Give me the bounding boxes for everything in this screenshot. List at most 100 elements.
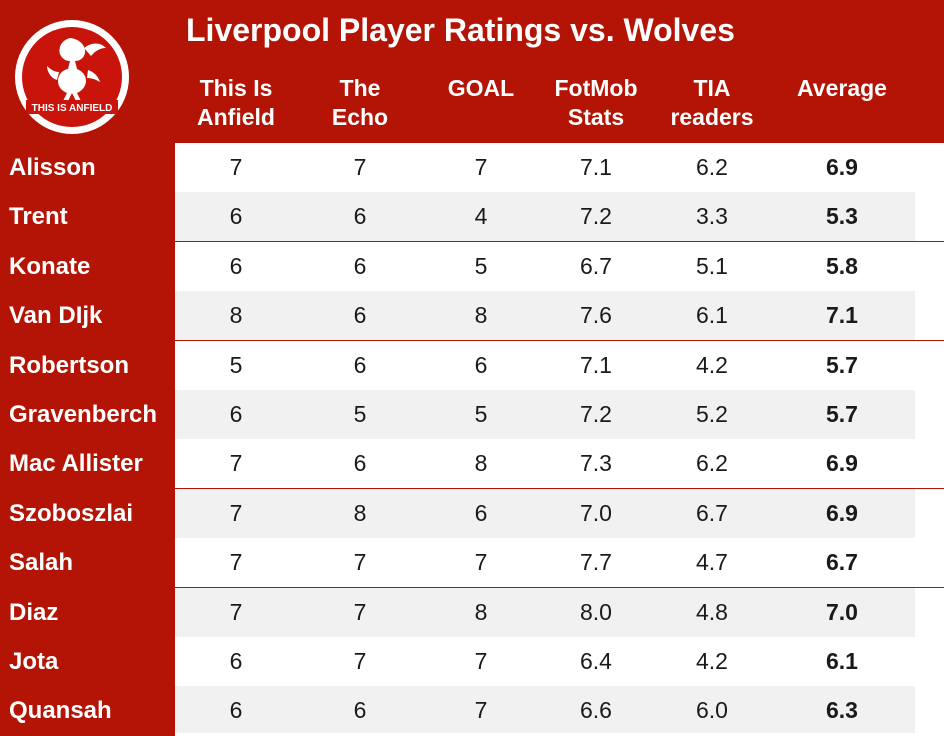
rating-cells: 7 7 8 8.0 4.8 7.0 xyxy=(175,588,915,637)
column-header-average: Average xyxy=(782,74,902,103)
rating-cells: 8 6 8 7.6 6.1 7.1 xyxy=(175,291,915,340)
rating-cell: 8 xyxy=(474,450,488,476)
ratings-table: Alisson 7 7 7 7.1 6.2 6.9 Trent 6 6 4 7.2 3.3 5.3 Kona… xyxy=(0,143,944,736)
rating-cell: 7.1 xyxy=(580,352,612,378)
column-header-label: The Echo xyxy=(331,75,389,130)
player-name: Salah xyxy=(0,538,175,587)
rating-cell: 6 xyxy=(353,302,367,328)
column-header-the-echo: The Echo xyxy=(300,74,420,132)
table-row: Trent 6 6 4 7.2 3.3 5.3 xyxy=(0,192,944,241)
average-rating-cell: 5.8 xyxy=(826,253,858,279)
column-header-label: GOAL xyxy=(447,75,515,101)
liver-bird-icon: THIS IS ANFIELD xyxy=(15,20,129,134)
row-tail xyxy=(915,341,944,390)
column-header-label: This Is Anfield xyxy=(197,75,275,130)
rating-cells: 7 8 6 7.0 6.7 6.9 xyxy=(175,489,915,538)
player-name: Robertson xyxy=(0,341,175,390)
rating-cell: 8.0 xyxy=(580,599,612,625)
column-header-label: Average xyxy=(797,75,887,101)
rating-cell: 8 xyxy=(229,302,243,328)
table-row: Konate 6 6 5 6.7 5.1 5.8 xyxy=(0,242,944,291)
column-header-label: FotMob Stats xyxy=(554,75,638,130)
rating-cell: 7 xyxy=(353,599,367,625)
rating-cell: 5 xyxy=(474,253,488,279)
rating-cell: 6.2 xyxy=(696,154,728,180)
rating-cells: 6 6 4 7.2 3.3 5.3 xyxy=(175,192,915,241)
average-rating-cell: 7.1 xyxy=(826,302,858,328)
chart-title: Liverpool Player Ratings vs. Wolves xyxy=(186,12,735,48)
rating-cell: 7 xyxy=(474,697,488,723)
rating-cell: 3.3 xyxy=(696,203,728,229)
rating-cell: 6 xyxy=(353,253,367,279)
column-header-label: TIA readers xyxy=(670,75,754,130)
player-name: Alisson xyxy=(0,143,175,192)
rating-cell: 6.7 xyxy=(580,253,612,279)
rating-cell: 6 xyxy=(353,697,367,723)
rating-cell: 7.3 xyxy=(580,450,612,476)
player-name: Gravenberch xyxy=(0,390,175,439)
column-header-fotmob-stats: FotMob Stats xyxy=(536,74,656,132)
row-tail xyxy=(915,489,944,538)
rating-cell: 5 xyxy=(229,352,243,378)
rating-cell: 6 xyxy=(474,500,488,526)
rating-cells: 6 6 5 6.7 5.1 5.8 xyxy=(175,242,915,291)
this-is-anfield-logo: THIS IS ANFIELD xyxy=(12,18,132,136)
rating-cell: 4 xyxy=(474,203,488,229)
rating-cell: 5.2 xyxy=(696,401,728,427)
rating-cells: 7 6 8 7.3 6.2 6.9 xyxy=(175,439,915,488)
rating-cell: 7 xyxy=(229,599,243,625)
rating-cells: 7 7 7 7.7 4.7 6.7 xyxy=(175,538,915,587)
rating-cell: 6.2 xyxy=(696,450,728,476)
rating-cell: 7 xyxy=(474,549,488,575)
row-tail xyxy=(915,538,944,587)
logo-text: THIS IS ANFIELD xyxy=(32,103,113,114)
rating-cell: 5 xyxy=(353,401,367,427)
rating-cell: 6.7 xyxy=(696,500,728,526)
row-tail xyxy=(915,242,944,291)
rating-cell: 6.1 xyxy=(696,302,728,328)
rating-cell: 5 xyxy=(474,401,488,427)
average-rating-cell: 6.1 xyxy=(826,648,858,674)
rating-cell: 6 xyxy=(353,203,367,229)
table-row: Szoboszlai 7 8 6 7.0 6.7 6.9 xyxy=(0,489,944,538)
rating-cells: 6 5 5 7.2 5.2 5.7 xyxy=(175,390,915,439)
rating-cell: 7 xyxy=(353,549,367,575)
rating-cell: 7.1 xyxy=(580,154,612,180)
row-tail xyxy=(915,390,944,439)
rating-cell: 7 xyxy=(353,648,367,674)
column-header-tia-readers: TIA readers xyxy=(652,74,772,132)
rating-cell: 6 xyxy=(229,648,243,674)
table-row: Quansah 6 6 7 6.6 6.0 6.3 xyxy=(0,686,944,735)
rating-cell: 8 xyxy=(474,302,488,328)
rating-cell: 7 xyxy=(229,500,243,526)
table-row: Alisson 7 7 7 7.1 6.2 6.9 xyxy=(0,143,944,192)
rating-cell: 4.2 xyxy=(696,352,728,378)
player-name: Konate xyxy=(0,242,175,291)
average-rating-cell: 6.3 xyxy=(826,697,858,723)
row-tail xyxy=(915,686,944,735)
rating-cell: 7 xyxy=(229,450,243,476)
rating-cell: 6 xyxy=(229,203,243,229)
rating-cell: 4.8 xyxy=(696,599,728,625)
column-header-this-is-anfield: This Is Anfield xyxy=(176,74,296,132)
rating-cell: 7 xyxy=(474,154,488,180)
table-row: Gravenberch 6 5 5 7.2 5.2 5.7 xyxy=(0,390,944,439)
table-row: Van DIjk 8 6 8 7.6 6.1 7.1 xyxy=(0,291,944,340)
rating-cell: 7.0 xyxy=(580,500,612,526)
rating-cell: 7.2 xyxy=(580,203,612,229)
average-rating-cell: 5.7 xyxy=(826,401,858,427)
average-rating-cell: 6.9 xyxy=(826,154,858,180)
rating-cell: 7.7 xyxy=(580,549,612,575)
average-rating-cell: 6.9 xyxy=(826,500,858,526)
rating-cell: 5.1 xyxy=(696,253,728,279)
rating-cell: 6 xyxy=(229,401,243,427)
player-name: Trent xyxy=(0,192,175,241)
player-name: Szoboszlai xyxy=(0,489,175,538)
table-row: Salah 7 7 7 7.7 4.7 6.7 xyxy=(0,538,944,587)
rating-cell: 6 xyxy=(353,450,367,476)
row-tail xyxy=(915,439,944,488)
rating-cell: 6 xyxy=(229,253,243,279)
table-bottom-edge xyxy=(175,733,944,736)
table-row: Mac Allister 7 6 8 7.3 6.2 6.9 xyxy=(0,439,944,488)
player-name: Diaz xyxy=(0,588,175,637)
